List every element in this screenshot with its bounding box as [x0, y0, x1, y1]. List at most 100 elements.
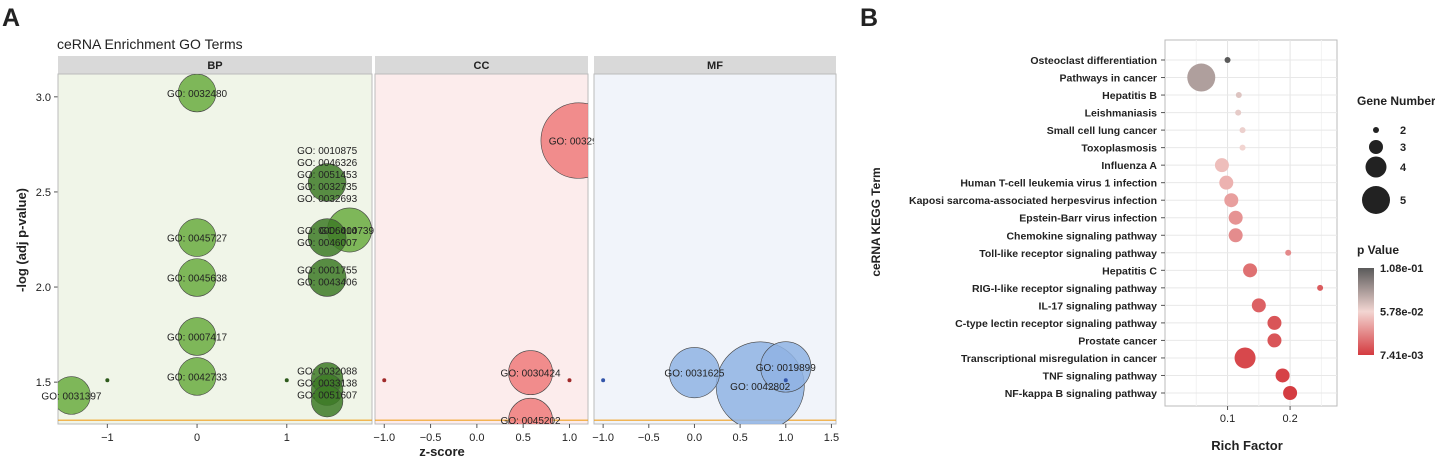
y-tick-label: 2.5: [36, 187, 51, 199]
go-term-label: GO: 0033138: [297, 379, 357, 390]
panel-a-letter: A: [2, 4, 20, 32]
gene-number-legend-label: 5: [1400, 195, 1406, 207]
kegg-term-point: [1224, 57, 1231, 63]
facet-strip: [375, 56, 588, 74]
go-term-label: GO: 0046326: [297, 158, 357, 169]
kegg-term-point: [1317, 284, 1324, 291]
kegg-term-label: Toll-like receptor signaling pathway: [979, 248, 1157, 260]
go-term-point: [307, 218, 347, 257]
kegg-term-label: Influenza A: [1101, 160, 1157, 172]
facet-points: [601, 341, 812, 424]
kegg-term-point: [1243, 263, 1258, 278]
panel-a-plot: 1.5 2.0 2.5 3.0 BP −1 0 1 GO: 0032480 GO: 0007399…: [36, 56, 839, 444]
panel-b-x-axis-label: Rich Factor: [1211, 438, 1283, 453]
panel-a-y-axis-label: -log (adj p-value): [14, 188, 29, 292]
x-tick-label: −1: [101, 432, 114, 444]
kegg-term-label: Small cell lung cancer: [1047, 125, 1157, 137]
go-term-label: GO: 0032088: [297, 367, 357, 378]
x-tick-label: 1.0: [778, 432, 793, 444]
panel-b-plot: Osteoclast differentiation Pathways in ca…: [909, 39, 1423, 425]
y-tick-label: 3.0: [36, 92, 51, 104]
facet-strip-label: MF: [707, 60, 723, 72]
kegg-plot-panel: [1164, 39, 1338, 407]
go-term-point: [311, 385, 344, 418]
gene-number-legend-key: [1369, 140, 1383, 154]
go-term-label: GO: 0010875: [297, 146, 357, 157]
go-term-point: [177, 317, 217, 356]
panel-a-x-axis-label: z-score: [419, 444, 465, 457]
p-value-legend-label: 7.41e-03: [1380, 350, 1423, 362]
facet-strip-label: BP: [207, 60, 222, 72]
x-tick-label: 1.5: [824, 432, 839, 444]
go-term-point: [508, 397, 553, 424]
kegg-term-label: Osteoclast differentiation: [1030, 55, 1157, 67]
go-term-point: [508, 350, 553, 395]
kegg-term-point: [1234, 347, 1256, 369]
x-tick-label: 0.2: [1282, 413, 1297, 425]
kegg-term-label: Pathways in cancer: [1060, 73, 1157, 85]
kegg-term-point: [1235, 92, 1242, 99]
kegg-term-point: [1251, 298, 1266, 313]
facet-points: [382, 102, 588, 424]
kegg-term-label: C-type lectin receptor signaling pathway: [955, 318, 1157, 330]
p-value-legend-title: p Value: [1357, 243, 1399, 257]
go-term-point: [177, 357, 217, 396]
kegg-term-point: [1214, 158, 1229, 173]
x-tick-label: −1.0: [373, 432, 395, 444]
p-value-colorbar: [1358, 268, 1374, 355]
go-term-label: GO: 0032991: [549, 137, 609, 148]
kegg-term-point: [1275, 368, 1290, 383]
go-term-label: GO: 0051453: [297, 170, 357, 181]
go-term-point: [540, 102, 588, 179]
kegg-term-point: [1267, 333, 1282, 348]
kegg-term-label: Chemokine signaling pathway: [1006, 230, 1157, 242]
go-term-label: GO: 0032480: [167, 89, 227, 100]
kegg-term-point: [1219, 175, 1234, 190]
panel-a-title: ceRNA Enrichment GO Terms: [57, 36, 243, 52]
facet-strip: [58, 56, 372, 74]
go-term-point: [567, 378, 572, 383]
facet-strip: [594, 56, 836, 74]
x-tick-label: 0: [194, 432, 200, 444]
kegg-term-point: [1239, 127, 1246, 134]
kegg-term-point: [1239, 144, 1246, 151]
go-term-label: GO: 0007399: [320, 226, 380, 237]
facet-cc: CC −1.0 −0.5 0.0 0.5 1.0 GO: 0032991 GO: 003042…: [373, 56, 609, 444]
kegg-term-label: Kaposi sarcoma-associated herpesvirus in…: [909, 195, 1157, 207]
go-term-label: GO: 0032693: [297, 194, 357, 205]
panel-b-y-axis-label: ceRNA KEGG Term: [869, 167, 883, 276]
kegg-term-point: [1267, 315, 1282, 330]
p-value-legend-label: 5.78e-02: [1380, 307, 1423, 319]
kegg-term-label: Leishmaniasis: [1085, 108, 1158, 120]
gene-number-legend-key: [1373, 127, 1379, 133]
kegg-term-label: IL-17 signaling pathway: [1039, 300, 1158, 312]
go-term-label: GO: 0030424: [501, 369, 561, 380]
go-term-point: [177, 74, 217, 113]
go-term-label: GO: 0019899: [756, 363, 816, 374]
go-term-point: [783, 378, 788, 383]
x-tick-label: 0.1: [1220, 413, 1235, 425]
gene-number-legend-label: 4: [1400, 162, 1407, 174]
go-term-label: GO: 0007417: [167, 333, 227, 344]
x-tick-label: 0.0: [469, 432, 484, 444]
go-term-label: GO: 0032735: [297, 182, 357, 193]
kegg-term-label: RIG-I-like receptor signaling pathway: [972, 283, 1157, 295]
facet-strip-label: CC: [474, 60, 490, 72]
x-tick-label: 1.0: [562, 432, 577, 444]
kegg-term-label: Hepatitis C: [1102, 265, 1157, 277]
kegg-term-point: [1187, 63, 1216, 92]
x-tick-label: −0.5: [638, 432, 660, 444]
kegg-term-point: [1228, 228, 1243, 243]
p-value-legend-label: 1.08e-01: [1380, 263, 1423, 275]
go-term-label: GO: 0043406: [297, 278, 357, 289]
kegg-term-label: TNF signaling pathway: [1043, 370, 1158, 382]
go-term-point: [58, 376, 91, 415]
kegg-term-label: Toxoplasmosis: [1081, 143, 1157, 155]
go-term-point: [284, 378, 289, 383]
go-term-label: GO: 0046007: [297, 238, 357, 249]
go-term-point: [760, 341, 812, 393]
go-term-label: GO: 0045638: [167, 274, 227, 285]
go-term-point: [177, 218, 217, 257]
x-tick-label: 0.5: [732, 432, 747, 444]
go-term-label: GO: 0045202: [501, 416, 561, 427]
